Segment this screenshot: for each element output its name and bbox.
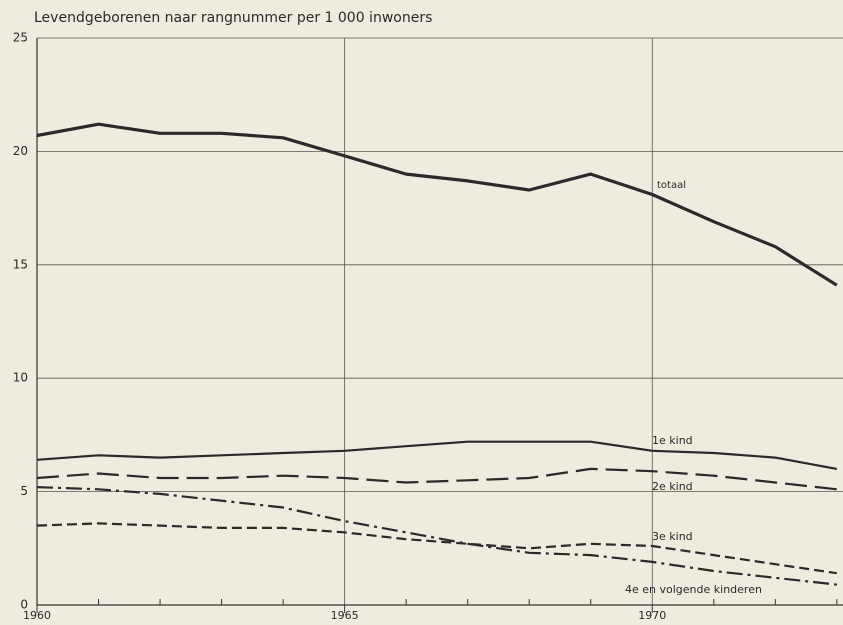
series-label: 3e kind (652, 530, 693, 543)
y-tick-label: 25 (13, 31, 28, 45)
series-line (36, 522, 837, 575)
series-label: 2e kind (652, 480, 693, 493)
series-line (36, 122, 838, 287)
x-tick-label: 1965 (331, 609, 359, 622)
series-label: 4e en volgende kinderen (625, 583, 762, 596)
series-label: 1e kind (652, 434, 693, 447)
series-line (36, 486, 837, 586)
y-tick-label: 0 (20, 598, 28, 612)
x-tick-label: 1960 (23, 609, 51, 622)
series-line (36, 440, 837, 470)
y-tick-label: 10 (13, 371, 28, 385)
x-tick-label: 1970 (638, 609, 666, 622)
y-tick-label: 5 (20, 484, 28, 498)
series-label: totaal (657, 180, 686, 191)
y-tick-label: 15 (13, 257, 28, 271)
series-line (36, 467, 837, 491)
y-tick-label: 20 (13, 144, 28, 158)
chart-title: Levendgeborenen naar rangnummer per 1 00… (34, 10, 432, 26)
